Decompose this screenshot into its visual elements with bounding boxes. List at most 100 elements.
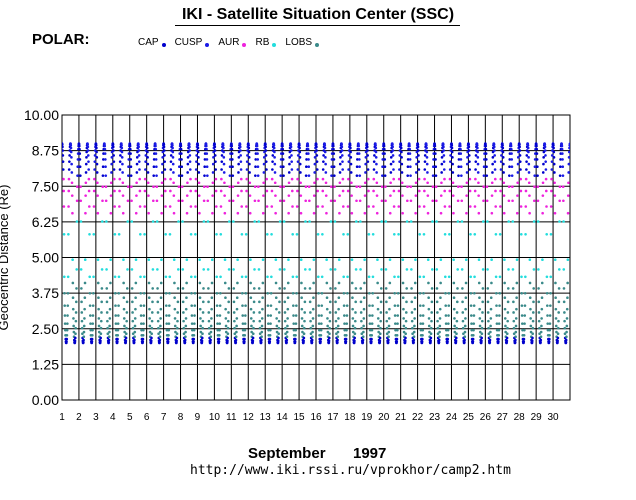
orbit-point [417, 177, 421, 181]
orbit-point [223, 194, 226, 197]
orbit-point [94, 143, 98, 147]
orbit-point [248, 211, 252, 215]
orbit-point [254, 174, 257, 177]
orbit-point [66, 314, 69, 317]
orbit-point [562, 300, 566, 304]
orbit-point [288, 156, 291, 159]
orbit-point [498, 291, 502, 295]
orbit-point [371, 291, 375, 295]
orbit-point [193, 304, 197, 307]
orbit-point [298, 146, 301, 150]
orbit-point [80, 326, 84, 330]
orbit-point [209, 330, 213, 334]
orbit-point [183, 340, 187, 344]
orbit-point [385, 319, 389, 323]
orbit-point [117, 275, 121, 279]
orbit-point [511, 220, 515, 223]
orbit-point [410, 300, 414, 304]
orbit-point [493, 149, 496, 152]
orbit-point [329, 199, 333, 203]
orbit-point [192, 328, 196, 332]
orbit-point [270, 205, 274, 208]
orbit-point [492, 145, 496, 149]
orbit-point [337, 281, 341, 285]
orbit-point [75, 220, 79, 223]
orbit-point [346, 189, 350, 193]
orbit-point [444, 322, 448, 325]
orbit-point [358, 199, 362, 203]
orbit-point [400, 156, 403, 159]
legend-label: CUSP [174, 37, 203, 48]
orbit-point [70, 171, 74, 174]
orbit-point [423, 189, 426, 193]
orbit-point [256, 174, 260, 177]
orbit-point [389, 156, 393, 159]
orbit-point [367, 275, 371, 279]
orbit-point [63, 275, 66, 279]
orbit-point [426, 211, 430, 215]
orbit-point [184, 324, 188, 328]
orbit-point [478, 317, 482, 320]
legend-marker [272, 43, 277, 47]
orbit-point [443, 177, 446, 181]
orbit-point [370, 322, 374, 325]
orbit-point [519, 205, 523, 208]
orbit-point [128, 142, 132, 146]
orbit-point [253, 268, 256, 271]
orbit-point [130, 199, 133, 203]
orbit-point [138, 205, 142, 208]
x-tick-label: 4 [110, 412, 116, 423]
orbit-point [303, 300, 307, 304]
orbit-point [157, 326, 160, 330]
orbit-point [217, 340, 221, 343]
orbit-point [542, 156, 545, 159]
orbit-point [379, 326, 382, 330]
orbit-point [494, 205, 498, 208]
orbit-point [477, 281, 481, 285]
orbit-point [192, 337, 196, 341]
orbit-point [299, 181, 302, 185]
orbit-point [118, 160, 122, 163]
orbit-point [507, 185, 511, 188]
orbit-point [367, 232, 371, 236]
orbit-point [485, 158, 488, 161]
orbit-point [453, 330, 457, 334]
orbit-point [402, 330, 406, 334]
orbit-point [211, 194, 214, 197]
orbit-point [507, 199, 511, 203]
orbit-point [138, 177, 141, 181]
orbit-point [148, 324, 152, 328]
orbit-point [213, 145, 217, 149]
orbit-point [86, 145, 90, 149]
orbit-point [336, 330, 340, 334]
orbit-point [129, 147, 132, 151]
orbit-point [440, 156, 444, 159]
orbit-point [518, 143, 521, 146]
orbit-point [418, 275, 422, 279]
orbit-point [129, 174, 133, 177]
orbit-point [465, 181, 469, 185]
orbit-point [510, 152, 513, 155]
orbit-point [540, 317, 543, 320]
orbit-point [159, 324, 162, 328]
orbit-point [405, 287, 408, 290]
orbit-point [216, 328, 220, 332]
orbit-point [125, 319, 128, 323]
orbit-point [107, 338, 111, 342]
orbit-point [79, 268, 83, 271]
orbit-point [152, 174, 156, 177]
orbit-point [333, 199, 337, 203]
orbit-point [132, 340, 136, 344]
orbit-point [107, 340, 111, 344]
orbit-point [338, 171, 342, 174]
orbit-point [514, 330, 518, 334]
orbit-point [154, 144, 157, 148]
orbit-point [307, 174, 311, 177]
orbit-point [274, 281, 278, 285]
orbit-point [554, 324, 558, 328]
orbit-point [266, 275, 269, 279]
orbit-point [368, 291, 371, 295]
orbit-point [75, 287, 78, 290]
orbit-point [388, 211, 392, 215]
orbit-point [382, 144, 386, 148]
